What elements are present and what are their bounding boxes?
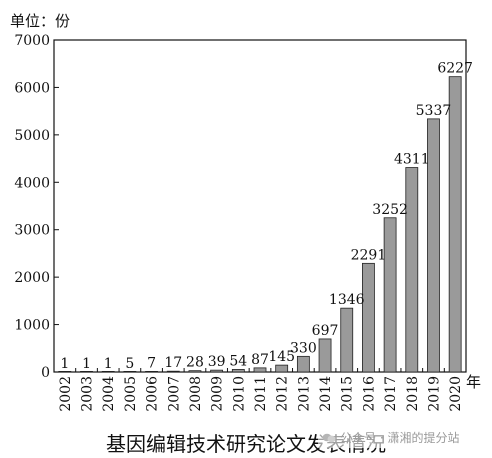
x-tick-label: 2020 [448, 376, 464, 412]
bar [384, 218, 396, 372]
data-label: 39 [208, 354, 226, 370]
x-tick-label: 2013 [296, 376, 312, 412]
bars-group [59, 77, 461, 372]
watermark-text: 公众号 · 潇湘的提分站 [340, 431, 459, 445]
x-tick-label: 2010 [231, 376, 247, 412]
data-label: 4311 [394, 152, 430, 168]
data-label: 5337 [416, 103, 452, 119]
x-tick-label: 2002 [58, 376, 74, 412]
data-label: 697 [312, 323, 339, 339]
bar [276, 365, 288, 372]
x-tick-label: 2008 [188, 376, 204, 412]
data-label: 28 [186, 355, 204, 371]
y-tick-label: 7000 [14, 33, 50, 49]
x-tick-label: 2006 [145, 376, 161, 412]
data-label: 7 [147, 356, 156, 372]
x-tick-label: 2015 [340, 376, 356, 412]
x-tick-label: 2018 [405, 376, 421, 412]
wechat-icon [322, 433, 336, 443]
x-tick-label: 2003 [80, 376, 96, 412]
x-tick-label: 2004 [101, 376, 117, 412]
x-axis-label: 年 [466, 373, 481, 391]
data-label: 2291 [351, 247, 387, 263]
data-label: 1 [104, 356, 113, 372]
bar [167, 371, 179, 372]
y-tick-label: 3000 [14, 223, 50, 239]
bar [189, 371, 201, 372]
bar [319, 339, 331, 372]
y-tick-label: 4000 [14, 175, 50, 191]
bar [406, 168, 418, 372]
x-tick-label: 2012 [275, 376, 291, 412]
data-label: 1 [60, 356, 69, 372]
data-label: 6227 [437, 61, 473, 77]
x-tick-label: 2017 [383, 376, 399, 412]
x-tick-label: 2009 [210, 376, 226, 412]
data-label: 1 [82, 356, 91, 372]
bar [254, 368, 266, 372]
watermark: 公众号 · 潇湘的提分站 [318, 427, 463, 448]
data-label: 330 [290, 340, 317, 356]
data-label: 17 [164, 355, 182, 371]
y-tick-label: 1000 [14, 318, 50, 334]
y-axis-label: 单位：份 [10, 12, 70, 30]
bar [362, 263, 374, 372]
data-label: 5 [125, 356, 134, 372]
bar [232, 369, 244, 372]
data-label: 87 [251, 352, 269, 368]
bar [449, 77, 461, 372]
x-tick-label: 2005 [123, 376, 139, 412]
bar [341, 308, 353, 372]
bar [211, 370, 223, 372]
x-ticks-group: 2002 2003 2004 2005 2006 2007 2008 2009 2010 2011… [54, 368, 464, 412]
y-tick-label: 2000 [14, 270, 50, 286]
y-ticks-group: 0 1000 2000 3000 4000 5000 6000 7000 [14, 33, 59, 381]
x-tick-label: 2019 [426, 376, 442, 412]
data-label: 1346 [329, 292, 365, 308]
y-tick-label: 5000 [14, 128, 50, 144]
y-tick-label: 0 [41, 365, 50, 381]
x-tick-label: 2014 [318, 376, 334, 412]
data-label: 54 [229, 353, 247, 369]
x-tick-label: 2007 [166, 376, 182, 412]
data-label: 3252 [372, 202, 408, 218]
x-tick-label: 2016 [361, 376, 377, 412]
y-tick-label: 6000 [14, 80, 50, 96]
bar [297, 356, 309, 372]
x-tick-label: 2011 [253, 376, 269, 412]
